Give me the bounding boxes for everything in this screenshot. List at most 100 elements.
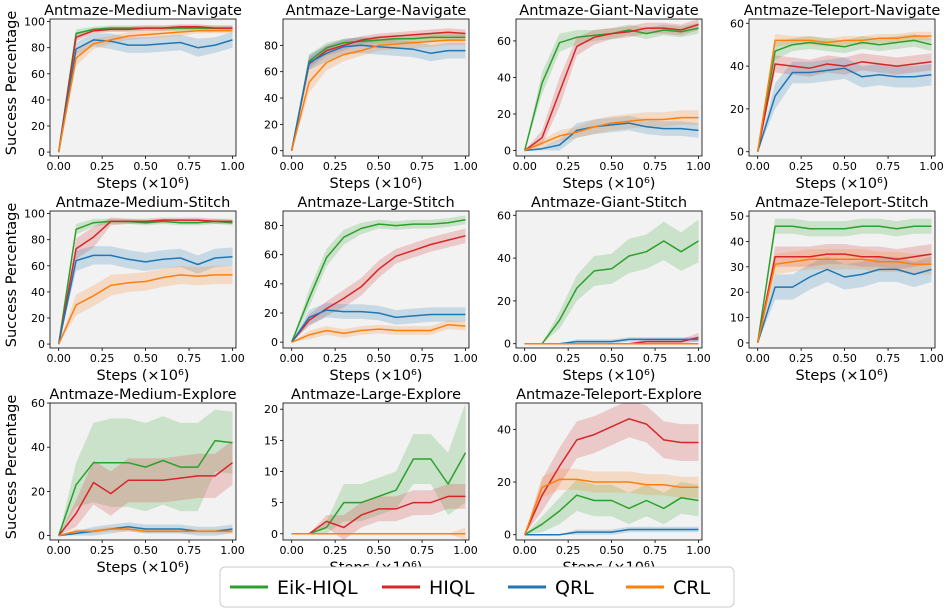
band-crl xyxy=(291,34,466,151)
band-eik-hiql xyxy=(757,34,932,152)
y-axis-label-row3: Success Percentage xyxy=(4,395,20,540)
plot-frame-antmaze-giant-stitch xyxy=(515,210,703,349)
subplot-title-antmaze-giant-navigate: Antmaze-Giant-Navigate xyxy=(519,3,698,19)
plot-frame-antmaze-large-explore xyxy=(282,402,470,541)
x-tick-label: 0.50 xyxy=(599,160,624,173)
y-tick-label: 100 xyxy=(24,208,45,221)
plot-area-antmaze-giant-navigate xyxy=(516,19,702,156)
line-eik-hiql xyxy=(57,220,233,345)
series-group-antmaze-medium-navigate xyxy=(57,24,233,153)
x-tick-label: 0.00 xyxy=(46,352,71,365)
x-tick-label: 1.00 xyxy=(220,160,245,173)
line-eik-hiql xyxy=(524,494,699,536)
y-tick-label: 0 xyxy=(737,337,744,350)
x-tick-label: 0.25 xyxy=(789,352,814,365)
line-qrl xyxy=(57,39,233,153)
x-tick-label: 0.00 xyxy=(279,160,304,173)
plot-area-antmaze-teleport-explore xyxy=(516,403,702,540)
x-tick-label: 0.00 xyxy=(512,352,537,365)
y-tick-label: 0 xyxy=(38,530,45,543)
y-tick-label: 0 xyxy=(504,529,511,542)
x-tick-label: 0.00 xyxy=(46,160,71,173)
x-tick-label: 0.75 xyxy=(177,544,202,557)
legend-label-crl: CRL xyxy=(673,577,710,599)
series-group-antmaze-medium-stitch xyxy=(57,217,233,345)
x-tick-label: 0.75 xyxy=(177,160,202,173)
band-eik-hiql xyxy=(524,479,699,535)
line-hiql xyxy=(524,418,699,536)
x-tick-label: 0.50 xyxy=(366,352,391,365)
band-qrl xyxy=(291,302,466,343)
x-axis-label-antmaze-giant-navigate: Steps (×10⁶) xyxy=(563,176,656,192)
y-tick-label: 20 xyxy=(31,120,45,133)
y-axis-label-row1: Success Percentage xyxy=(4,11,20,156)
subplot-antmaze-large-stitch: Antmaze-Large-Stitch Steps (×10⁶) 0 20 40 60 8… xyxy=(264,195,478,384)
y-tick-label: 80 xyxy=(264,220,278,233)
band-hiql xyxy=(58,440,233,536)
y-tick-label: 20 xyxy=(31,485,45,498)
y-tick-label: 60 xyxy=(264,66,278,79)
band-crl xyxy=(291,320,466,343)
line-crl xyxy=(291,323,466,343)
band-qrl xyxy=(58,246,233,345)
x-tick-label: 0.50 xyxy=(599,352,624,365)
line-qrl xyxy=(57,254,233,345)
plot-frame-antmaze-teleport-navigate xyxy=(748,18,936,157)
x-tick-label: 0.00 xyxy=(512,160,537,173)
band-qrl xyxy=(757,256,932,343)
subplot-antmaze-teleport-navigate: Antmaze-Teleport-Navigate Steps (×10⁶) 0 20… xyxy=(730,3,944,192)
plot-area-antmaze-large-navigate xyxy=(283,19,469,156)
y-tick-label: 60 xyxy=(497,209,511,222)
band-eik-hiql xyxy=(524,219,699,344)
subplot-antmaze-teleport-stitch: Antmaze-Teleport-Stitch Steps (×10⁶) 0 10 20… xyxy=(730,195,944,384)
y-tick-label: 10 xyxy=(264,466,278,479)
line-hiql xyxy=(756,253,932,344)
y-axis-label-row2: Success Percentage xyxy=(4,203,20,348)
band-eik-hiql xyxy=(58,409,233,536)
line-hiql xyxy=(58,462,233,537)
x-axis-label-antmaze-large-stitch: Steps (×10⁶) xyxy=(330,368,423,384)
subplot-title-antmaze-large-stitch: Antmaze-Large-Stitch xyxy=(297,195,454,211)
y-tick-label: 0 xyxy=(271,145,278,158)
x-tick-label: 1.00 xyxy=(686,544,711,557)
subplot-antmaze-medium-explore: Antmaze-Medium-Explore Steps (×10⁶) 0 20 40 6… xyxy=(31,387,245,576)
band-qrl xyxy=(757,57,932,152)
subplot-title-antmaze-teleport-explore: Antmaze-Teleport-Explore xyxy=(516,387,702,403)
y-tick-label: 20 xyxy=(264,118,278,131)
plot-area-antmaze-giant-stitch xyxy=(516,211,702,348)
line-hiql xyxy=(290,31,466,151)
x-tick-label: 0.25 xyxy=(323,352,348,365)
x-tick-label: 0.25 xyxy=(90,544,115,557)
series-group-antmaze-teleport-stitch xyxy=(756,218,932,344)
subplot-title-antmaze-teleport-stitch: Antmaze-Teleport-Stitch xyxy=(755,195,928,211)
subplot-title-antmaze-giant-stitch: Antmaze-Giant-Stitch xyxy=(531,195,687,211)
x-tick-label: 0.50 xyxy=(832,352,857,365)
plot-area-antmaze-medium-stitch xyxy=(50,211,236,348)
legend-label-qrl: QRL xyxy=(555,577,594,599)
line-qrl xyxy=(291,309,466,343)
y-tick-label: 0 xyxy=(504,338,511,351)
x-tick-label: 0.00 xyxy=(46,544,71,557)
subplot-title-antmaze-medium-navigate: Antmaze-Medium-Navigate xyxy=(44,3,242,19)
line-crl xyxy=(756,258,932,344)
x-tick-label: 1.00 xyxy=(686,352,711,365)
y-tick-label: 0 xyxy=(38,338,45,351)
x-tick-label: 0.25 xyxy=(323,160,348,173)
x-tick-label: 1.00 xyxy=(220,544,245,557)
y-tick-label: 20 xyxy=(31,312,45,325)
series-group-antmaze-medium-explore xyxy=(57,409,233,537)
band-qrl xyxy=(58,32,233,153)
x-axis-label-antmaze-medium-stitch: Steps (×10⁶) xyxy=(97,368,190,384)
subplot-title-antmaze-medium-explore: Antmaze-Medium-Explore xyxy=(49,387,236,403)
y-tick-label: 60 xyxy=(497,35,511,48)
plot-area-antmaze-medium-navigate xyxy=(50,19,236,156)
x-tick-label: 0.25 xyxy=(90,160,115,173)
subplot-grid: Antmaze-Medium-Navigate Steps (×10⁶) 0 20 40… xyxy=(24,3,944,576)
y-tick-label: 20 xyxy=(497,295,511,308)
series-group-antmaze-giant-navigate xyxy=(523,19,699,152)
band-hiql xyxy=(757,244,932,343)
x-tick-label: 0.75 xyxy=(410,160,435,173)
x-axis-label-antmaze-giant-stitch: Steps (×10⁶) xyxy=(563,368,656,384)
line-hiql xyxy=(756,61,932,152)
